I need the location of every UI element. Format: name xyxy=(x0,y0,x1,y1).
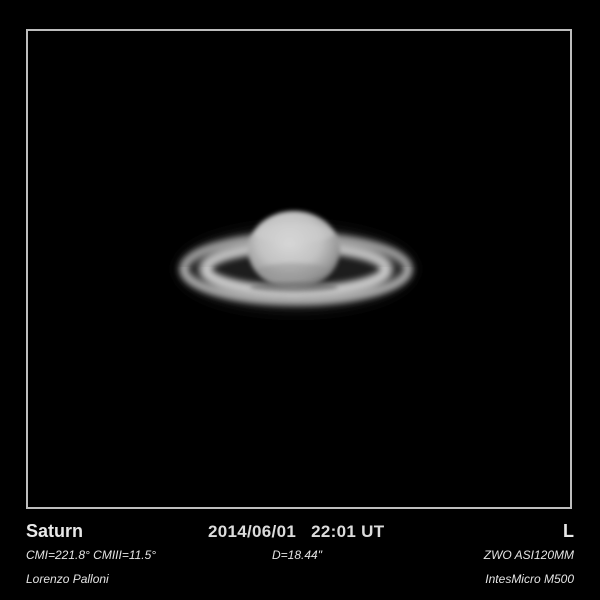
planet-name: Saturn xyxy=(26,521,84,541)
filter-label: L xyxy=(563,521,574,541)
image-frame xyxy=(26,29,572,509)
camera-name: ZWO ASI120MM xyxy=(483,548,574,562)
saturn-image xyxy=(178,211,414,311)
telescope-name: IntesMicro M500 xyxy=(485,572,574,586)
observation-datetime: 2014/06/01 22:01 UT xyxy=(208,522,384,542)
central-meridians: CMI=221.8° CMIII=11.5° xyxy=(26,548,157,562)
observation-time: 22:01 UT xyxy=(311,522,385,541)
observation-date: 2014/06/01 xyxy=(208,522,297,541)
apparent-diameter: D=18.44" xyxy=(272,548,322,562)
author-name: Lorenzo Palloni xyxy=(26,572,109,586)
caption-area: Saturn 2014/06/01 22:01 UT L CMI=221.8° … xyxy=(0,512,600,600)
